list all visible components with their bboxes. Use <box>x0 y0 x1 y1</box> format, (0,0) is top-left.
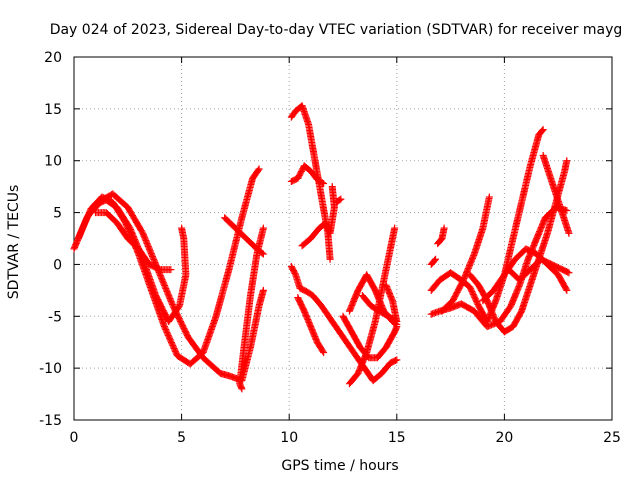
plot-area-frame <box>73 56 613 421</box>
data-point-marker <box>382 281 390 289</box>
chart-title: Day 024 of 2023, Sidereal Day-to-day VTE… <box>50 22 623 38</box>
series-arc-8 <box>287 162 328 188</box>
data-point-marker <box>259 250 267 258</box>
y-axis-label: SDTVAR / TECUs <box>6 185 22 300</box>
series-arc-11 <box>294 294 328 357</box>
data-point-marker <box>320 180 328 188</box>
x-tick-label: 20 <box>495 430 513 446</box>
series-arc-23 <box>539 152 573 237</box>
y-tick-label: 15 <box>44 102 62 118</box>
y-tick-label: 20 <box>44 50 62 66</box>
data-point-marker <box>336 196 344 204</box>
y-tick-label: 5 <box>53 206 62 222</box>
data-point-marker <box>392 356 400 364</box>
x-tick-label: 15 <box>388 430 406 446</box>
y-tick-label: -10 <box>39 361 62 377</box>
series-arc-14 <box>339 312 401 362</box>
data-series <box>70 102 573 393</box>
series-arc-10 <box>298 183 338 250</box>
data-point-marker <box>391 224 399 232</box>
series-arc-22 <box>505 255 573 284</box>
data-point-marker <box>440 224 448 232</box>
x-tick-label: 25 <box>603 430 621 446</box>
data-point-marker <box>259 286 267 294</box>
series-arc-25 <box>434 224 448 248</box>
data-point-marker <box>539 126 547 134</box>
series-arc-16 <box>333 195 345 206</box>
axis-ticks: 0 5 10 15 20 25 -15 -10 -5 0 5 10 15 20 <box>39 50 621 446</box>
series-arc-19 <box>438 193 493 315</box>
y-tick-label: 10 <box>44 154 62 170</box>
data-point-marker <box>255 165 263 173</box>
data-point-marker <box>562 285 570 293</box>
series-arc-15 <box>358 281 401 325</box>
data-point-marker <box>538 127 546 135</box>
data-point-marker <box>167 266 175 274</box>
series-arc-3 <box>87 190 267 385</box>
data-point-marker <box>563 286 571 294</box>
grid <box>74 57 612 420</box>
data-point-marker <box>320 349 328 357</box>
series-arc-24 <box>427 255 440 268</box>
data-point-marker <box>485 193 493 201</box>
data-point-marker <box>432 255 440 263</box>
series-arc-4 <box>92 209 175 274</box>
y-tick-label: -15 <box>39 413 62 429</box>
data-point-marker <box>431 256 439 264</box>
data-point-marker <box>565 269 573 277</box>
data-point-marker <box>564 268 572 276</box>
x-tick-label: 0 <box>70 430 79 446</box>
data-point-marker <box>238 385 246 393</box>
x-axis-label: GPS time / hours <box>281 458 398 474</box>
data-point-marker <box>318 179 326 187</box>
data-point-marker <box>393 356 401 364</box>
data-point-marker <box>563 157 571 165</box>
data-point-marker <box>326 255 334 263</box>
series-arc-20 <box>466 157 571 336</box>
data-point-marker <box>328 183 336 191</box>
data-point-marker <box>565 229 573 237</box>
series-arc-6 <box>236 224 267 393</box>
data-point-marker <box>254 166 262 174</box>
y-tick-label: 0 <box>53 257 62 273</box>
x-tick-label: 10 <box>280 430 298 446</box>
data-point-marker <box>178 224 186 232</box>
y-tick-label: -5 <box>48 309 62 325</box>
data-point-marker <box>337 195 345 203</box>
data-point-marker <box>319 347 327 355</box>
data-point-marker <box>258 249 266 257</box>
x-tick-label: 5 <box>177 430 186 446</box>
